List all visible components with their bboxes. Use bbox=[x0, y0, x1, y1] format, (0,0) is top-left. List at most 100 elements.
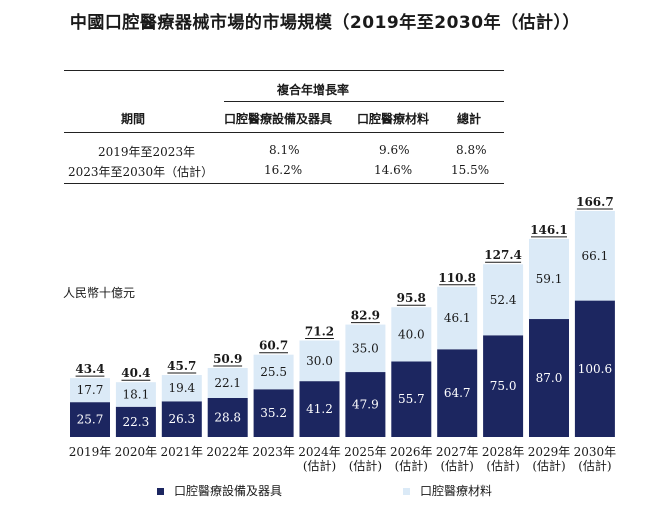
bar-equipment-4 bbox=[253, 389, 294, 437]
bar-equipment-10 bbox=[529, 319, 569, 437]
col-header-materials: 口腔醫療材料 bbox=[357, 112, 430, 126]
label-equipment-6: 47.9 bbox=[352, 398, 379, 412]
chart-title: 中國口腔醫療器械市場的市場規模（2019年至2030年（估計）） bbox=[69, 13, 581, 33]
label-total-11: 166.7 bbox=[576, 195, 614, 209]
label-materials-8: 46.1 bbox=[444, 311, 471, 325]
x-tick-label-8-0: 2027年 bbox=[436, 445, 479, 459]
bar-equipment-9 bbox=[483, 335, 524, 437]
label-total-5: 71.2 bbox=[305, 324, 334, 338]
x-tick-label-10-1: (估計) bbox=[532, 458, 565, 473]
row-1-equipment: 8.1% bbox=[269, 143, 300, 157]
label-materials-5: 30.0 bbox=[306, 354, 333, 368]
x-tick-label-5-1: (估計) bbox=[303, 458, 336, 473]
label-materials-2: 19.4 bbox=[168, 381, 195, 395]
legend-equipment: 口腔醫療設備及器具 bbox=[157, 482, 282, 499]
x-tick-label-0-0: 2019年 bbox=[69, 445, 112, 459]
label-total-6: 82.9 bbox=[351, 309, 380, 323]
bar-equipment-6 bbox=[345, 372, 386, 437]
x-tick-label-10-0: 2029年 bbox=[528, 445, 571, 459]
bar-equipment-7 bbox=[391, 361, 432, 437]
bar-materials-8 bbox=[437, 286, 478, 350]
x-tick-label-1-0: 2020年 bbox=[115, 445, 158, 459]
label-materials-11: 66.1 bbox=[582, 249, 609, 263]
label-materials-10: 59.1 bbox=[536, 272, 563, 286]
label-total-3: 50.9 bbox=[213, 352, 242, 366]
label-total-2: 45.7 bbox=[167, 359, 196, 373]
legend-swatch-equipment bbox=[157, 488, 164, 495]
legend-swatch-materials bbox=[403, 488, 410, 495]
x-tick-label-11-0: 2030年 bbox=[574, 445, 617, 459]
bar-equipment-2 bbox=[161, 401, 202, 437]
bar-materials-3 bbox=[207, 367, 248, 398]
bar-materials-11 bbox=[574, 210, 615, 301]
row-2-total: 15.5% bbox=[451, 163, 490, 177]
table-top-rule bbox=[64, 70, 504, 71]
col-header-period: 期間 bbox=[121, 112, 146, 126]
label-total-8: 110.8 bbox=[438, 271, 476, 285]
x-tick-label-6-1: (估計) bbox=[349, 458, 382, 473]
label-total-1: 40.4 bbox=[121, 366, 150, 380]
row-2-materials: 14.6% bbox=[374, 163, 413, 177]
bar-equipment-5 bbox=[299, 381, 340, 437]
label-equipment-5: 41.2 bbox=[306, 402, 333, 416]
legend-label-materials: 口腔醫療材料 bbox=[420, 484, 493, 498]
label-materials-9: 52.4 bbox=[490, 293, 517, 307]
x-tick-label-2-0: 2021年 bbox=[161, 445, 204, 459]
x-tick-label-7-1: (估計) bbox=[395, 458, 428, 473]
label-equipment-0: 25.7 bbox=[77, 413, 104, 427]
table-header-rule bbox=[64, 132, 504, 133]
label-materials-7: 40.0 bbox=[398, 327, 425, 341]
bar-equipment-0 bbox=[70, 402, 110, 437]
row-2-equipment: 16.2% bbox=[264, 163, 303, 177]
label-materials-6: 35.0 bbox=[352, 341, 379, 355]
bar-materials-2 bbox=[161, 375, 202, 402]
row-2-period: 2023年至2030年（估計） bbox=[68, 165, 214, 179]
label-total-10: 146.1 bbox=[530, 223, 568, 237]
label-equipment-11: 100.6 bbox=[578, 362, 612, 376]
label-total-4: 60.7 bbox=[259, 339, 288, 353]
cagr-group-underline bbox=[224, 101, 504, 102]
row-1-total: 8.8% bbox=[456, 143, 487, 157]
label-equipment-1: 22.3 bbox=[123, 415, 150, 429]
bar-materials-9 bbox=[483, 264, 524, 336]
label-equipment-8: 64.7 bbox=[444, 386, 471, 400]
legend-materials: 口腔醫療材料 bbox=[403, 482, 492, 499]
label-equipment-3: 28.8 bbox=[214, 410, 241, 424]
row-1-materials: 9.6% bbox=[379, 143, 410, 157]
col-header-equipment: 口腔醫療設備及器具 bbox=[224, 112, 333, 126]
legend-label-equipment: 口腔醫療設備及器具 bbox=[174, 484, 283, 498]
bar-materials-7 bbox=[391, 307, 432, 362]
bar-equipment-3 bbox=[207, 397, 248, 437]
x-tick-label-5-0: 2024年 bbox=[298, 445, 341, 459]
bar-equipment-1 bbox=[115, 406, 156, 437]
label-equipment-4: 35.2 bbox=[260, 406, 287, 420]
label-materials-1: 18.1 bbox=[123, 387, 150, 401]
bar-materials-10 bbox=[529, 238, 569, 320]
label-equipment-2: 26.3 bbox=[168, 412, 195, 426]
x-tick-label-3-0: 2022年 bbox=[206, 445, 249, 459]
x-tick-label-8-1: (估計) bbox=[441, 458, 474, 473]
bar-materials-1 bbox=[115, 382, 156, 407]
label-materials-3: 22.1 bbox=[214, 376, 241, 390]
label-equipment-10: 87.0 bbox=[536, 371, 563, 385]
row-1-period: 2019年至2023年 bbox=[98, 145, 196, 159]
x-tick-label-6-0: 2025年 bbox=[344, 445, 387, 459]
label-total-7: 95.8 bbox=[397, 291, 426, 305]
label-equipment-7: 55.7 bbox=[398, 392, 425, 406]
label-materials-4: 25.5 bbox=[260, 365, 287, 379]
bar-equipment-8 bbox=[437, 349, 478, 437]
col-header-total: 總計 bbox=[457, 112, 482, 126]
x-tick-label-4-0: 2023年 bbox=[252, 445, 295, 459]
bar-equipment-11 bbox=[574, 300, 615, 437]
x-tick-label-9-1: (估計) bbox=[486, 458, 519, 473]
x-tick-label-7-0: 2026年 bbox=[390, 445, 433, 459]
y-axis-label: 人民幣十億元 bbox=[63, 286, 135, 300]
bar-materials-0 bbox=[70, 378, 110, 403]
bar-materials-6 bbox=[345, 324, 386, 373]
x-tick-label-11-1: (估計) bbox=[578, 458, 611, 473]
label-equipment-9: 75.0 bbox=[490, 379, 517, 393]
table-bottom-rule bbox=[64, 183, 504, 184]
bar-materials-4 bbox=[253, 354, 294, 390]
label-total-0: 43.4 bbox=[75, 362, 104, 376]
